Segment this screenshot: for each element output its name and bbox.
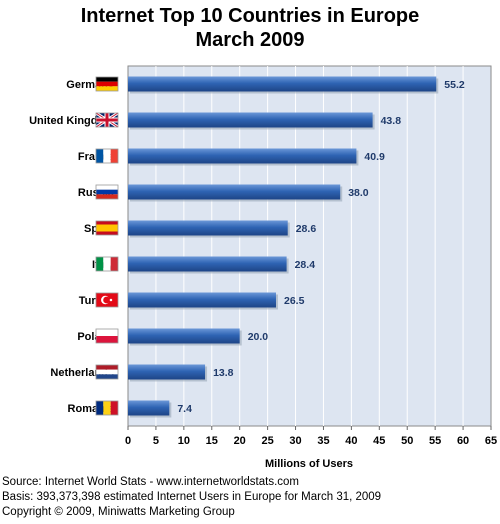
bar-romania bbox=[128, 400, 170, 416]
bar-turkey bbox=[128, 292, 276, 308]
turkey-flag-icon bbox=[95, 292, 119, 308]
spain-flag-icon bbox=[95, 220, 119, 236]
bar-value-label: 7.4 bbox=[177, 403, 192, 415]
bar-value-label: 28.6 bbox=[296, 223, 317, 235]
footer-copyright: Copyright © 2009, Miniwatts Marketing Gr… bbox=[2, 506, 235, 518]
bar-value-label: 38.0 bbox=[348, 187, 369, 199]
poland-flag-icon bbox=[95, 328, 119, 344]
x-tick-label: 40 bbox=[345, 435, 357, 447]
romania-flag-icon bbox=[95, 400, 119, 416]
x-tick-label: 65 bbox=[485, 435, 497, 447]
x-axis-label: Millions of Users bbox=[265, 458, 353, 470]
x-tick-label: 15 bbox=[206, 435, 218, 447]
bar-value-label: 20.0 bbox=[248, 331, 269, 343]
bar-chart: 55.243.840.938.028.628.426.520.013.87.4 … bbox=[29, 65, 497, 470]
x-tick-label: 20 bbox=[234, 435, 246, 447]
x-tick-label: 25 bbox=[261, 435, 273, 447]
italy-flag-icon bbox=[95, 256, 119, 272]
x-tick-label: 5 bbox=[153, 435, 159, 447]
footer-source: Source: Internet World Stats - www.inter… bbox=[2, 476, 299, 488]
bar-value-label: 40.9 bbox=[364, 151, 385, 163]
bar-value-label: 28.4 bbox=[295, 259, 316, 271]
bar-poland bbox=[128, 328, 240, 344]
x-tick-label: 50 bbox=[401, 435, 413, 447]
bar-france bbox=[128, 148, 357, 164]
bar-russia bbox=[128, 184, 341, 200]
chart-subtitle: March 2009 bbox=[195, 29, 305, 51]
x-tick-label: 55 bbox=[429, 435, 441, 447]
bar-italy bbox=[128, 256, 287, 272]
chart-title: Internet Top 10 Countries in Europe bbox=[80, 5, 420, 27]
bar-united-kingdom bbox=[128, 112, 373, 128]
bar-value-label: 26.5 bbox=[284, 295, 305, 307]
footer-basis: Basis: 393,373,398 estimated Internet Us… bbox=[2, 491, 382, 503]
bar-netherlands bbox=[128, 364, 206, 380]
uk-flag-icon bbox=[95, 111, 119, 129]
x-tick-label: 60 bbox=[457, 435, 469, 447]
russia-flag-icon bbox=[95, 184, 119, 200]
x-tick-label: 45 bbox=[373, 435, 385, 447]
germany-flag-icon bbox=[95, 76, 119, 92]
x-tick-label: 30 bbox=[289, 435, 301, 447]
x-tick-label: 10 bbox=[178, 435, 190, 447]
netherlands-flag-icon bbox=[95, 364, 119, 380]
x-tick-label: 35 bbox=[317, 435, 329, 447]
bar-value-label: 13.8 bbox=[213, 367, 234, 379]
bar-value-label: 43.8 bbox=[381, 115, 402, 127]
bar-spain bbox=[128, 220, 288, 236]
category-label: United Kingdom bbox=[29, 115, 114, 127]
france-flag-icon bbox=[95, 148, 119, 164]
x-tick-label: 0 bbox=[125, 435, 131, 447]
bar-value-label: 55.2 bbox=[444, 79, 465, 91]
bar-germany bbox=[128, 76, 437, 92]
footer: Source: Internet World Stats - www.inter… bbox=[2, 475, 381, 520]
chart-title-block: Internet Top 10 Countries in Europe Marc… bbox=[0, 4, 500, 52]
